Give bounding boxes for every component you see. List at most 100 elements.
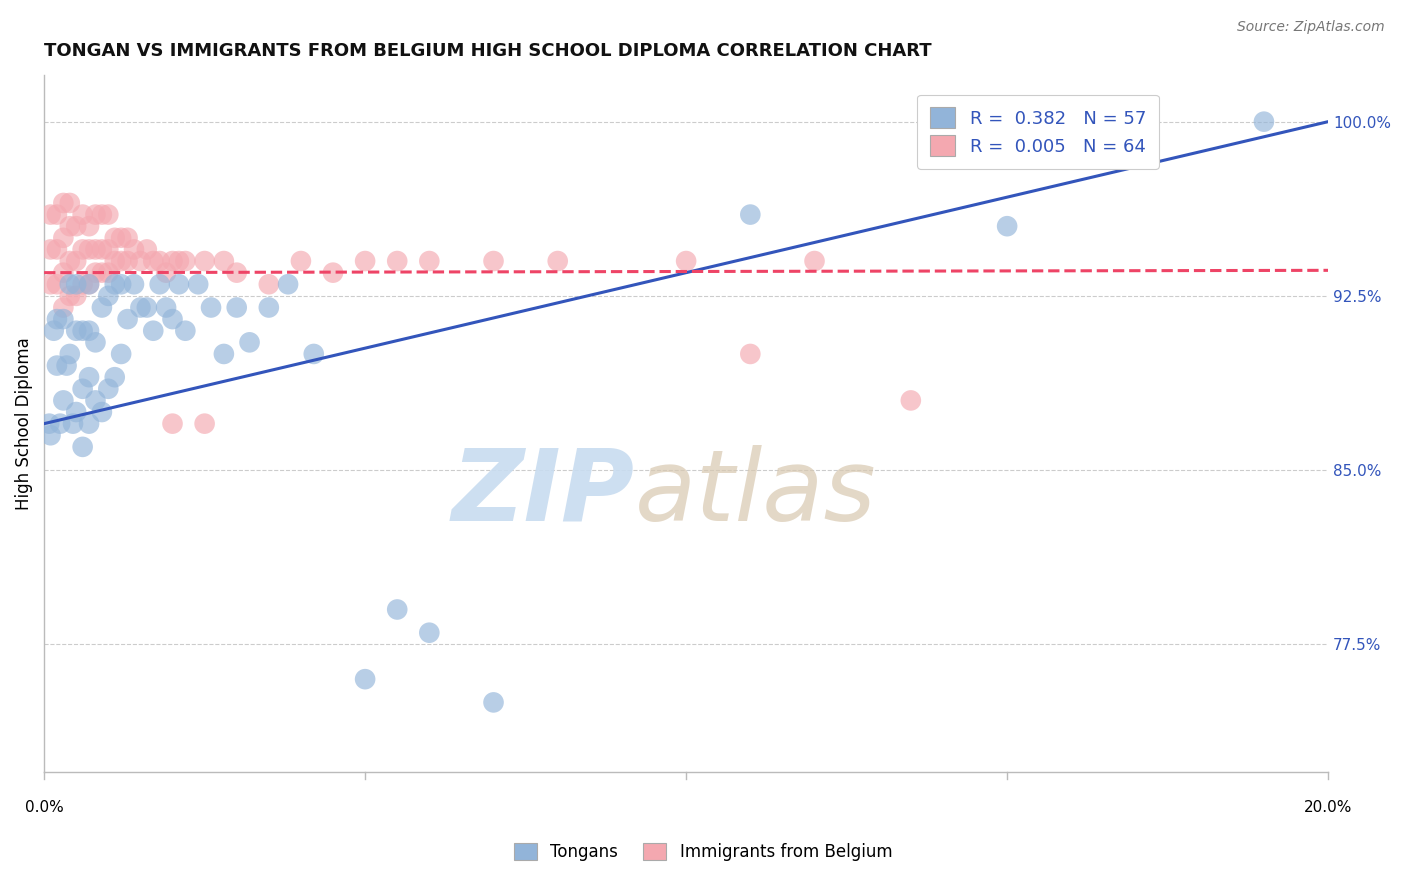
Text: TONGAN VS IMMIGRANTS FROM BELGIUM HIGH SCHOOL DIPLOMA CORRELATION CHART: TONGAN VS IMMIGRANTS FROM BELGIUM HIGH S…	[44, 42, 932, 60]
Point	[46, 359, 69, 373]
Point	[225, 301, 247, 315]
Point	[90, 243, 112, 257]
Point	[59, 347, 82, 361]
Point	[277, 277, 299, 292]
Text: 0.0%: 0.0%	[25, 800, 63, 815]
Y-axis label: High School Diploma: High School Diploma	[15, 337, 32, 510]
Point	[84, 393, 107, 408]
Point	[547, 254, 569, 268]
Point	[77, 243, 100, 257]
Point	[200, 301, 222, 315]
Legend: R =  0.382   N = 57, R =  0.005   N = 64: R = 0.382 N = 57, R = 0.005 N = 64	[917, 95, 1159, 169]
Point	[238, 335, 260, 350]
Point	[39, 243, 62, 257]
Point	[740, 208, 762, 222]
Point	[1253, 114, 1275, 128]
Point	[187, 277, 209, 292]
Point	[194, 254, 217, 268]
Point	[257, 301, 280, 315]
Point	[46, 312, 69, 326]
Point	[117, 312, 139, 326]
Text: atlas: atlas	[634, 445, 876, 541]
Point	[803, 254, 825, 268]
Point	[59, 277, 82, 292]
Point	[900, 393, 922, 408]
Point	[122, 243, 145, 257]
Point	[482, 254, 505, 268]
Point	[65, 254, 87, 268]
Point	[46, 208, 69, 222]
Point	[387, 602, 409, 616]
Point	[104, 370, 127, 384]
Point	[38, 417, 60, 431]
Point	[97, 243, 120, 257]
Point	[72, 208, 94, 222]
Point	[995, 219, 1018, 234]
Point	[77, 370, 100, 384]
Point	[46, 277, 69, 292]
Point	[90, 405, 112, 419]
Point	[97, 266, 120, 280]
Point	[77, 277, 100, 292]
Point	[77, 324, 100, 338]
Point	[39, 277, 62, 292]
Point	[135, 243, 157, 257]
Point	[225, 266, 247, 280]
Point	[77, 277, 100, 292]
Point	[129, 301, 152, 315]
Point	[387, 254, 409, 268]
Point	[354, 672, 377, 686]
Point	[84, 266, 107, 280]
Point	[52, 196, 75, 211]
Point	[90, 301, 112, 315]
Point	[72, 243, 94, 257]
Point	[84, 243, 107, 257]
Point	[97, 382, 120, 396]
Point	[97, 289, 120, 303]
Point	[110, 231, 132, 245]
Point	[162, 254, 184, 268]
Legend: Tongans, Immigrants from Belgium: Tongans, Immigrants from Belgium	[508, 836, 898, 868]
Point	[212, 254, 235, 268]
Point	[52, 312, 75, 326]
Point	[65, 289, 87, 303]
Point	[212, 347, 235, 361]
Point	[104, 277, 127, 292]
Point	[84, 208, 107, 222]
Point	[290, 254, 312, 268]
Point	[117, 231, 139, 245]
Point	[155, 266, 177, 280]
Point	[110, 254, 132, 268]
Point	[90, 208, 112, 222]
Point	[62, 417, 84, 431]
Point	[65, 324, 87, 338]
Point	[354, 254, 377, 268]
Point	[59, 196, 82, 211]
Point	[59, 254, 82, 268]
Point	[97, 208, 120, 222]
Point	[72, 324, 94, 338]
Point	[194, 417, 217, 431]
Point	[72, 440, 94, 454]
Point	[418, 625, 440, 640]
Point	[65, 405, 87, 419]
Point	[52, 231, 75, 245]
Point	[675, 254, 697, 268]
Point	[740, 347, 762, 361]
Point	[302, 347, 325, 361]
Point	[135, 301, 157, 315]
Point	[142, 254, 165, 268]
Point	[162, 312, 184, 326]
Point	[167, 254, 190, 268]
Point	[142, 324, 165, 338]
Point	[65, 219, 87, 234]
Point	[129, 254, 152, 268]
Text: Source: ZipAtlas.com: Source: ZipAtlas.com	[1237, 20, 1385, 34]
Point	[104, 254, 127, 268]
Point	[77, 219, 100, 234]
Point	[149, 277, 172, 292]
Point	[162, 417, 184, 431]
Point	[110, 277, 132, 292]
Point	[72, 277, 94, 292]
Point	[174, 254, 197, 268]
